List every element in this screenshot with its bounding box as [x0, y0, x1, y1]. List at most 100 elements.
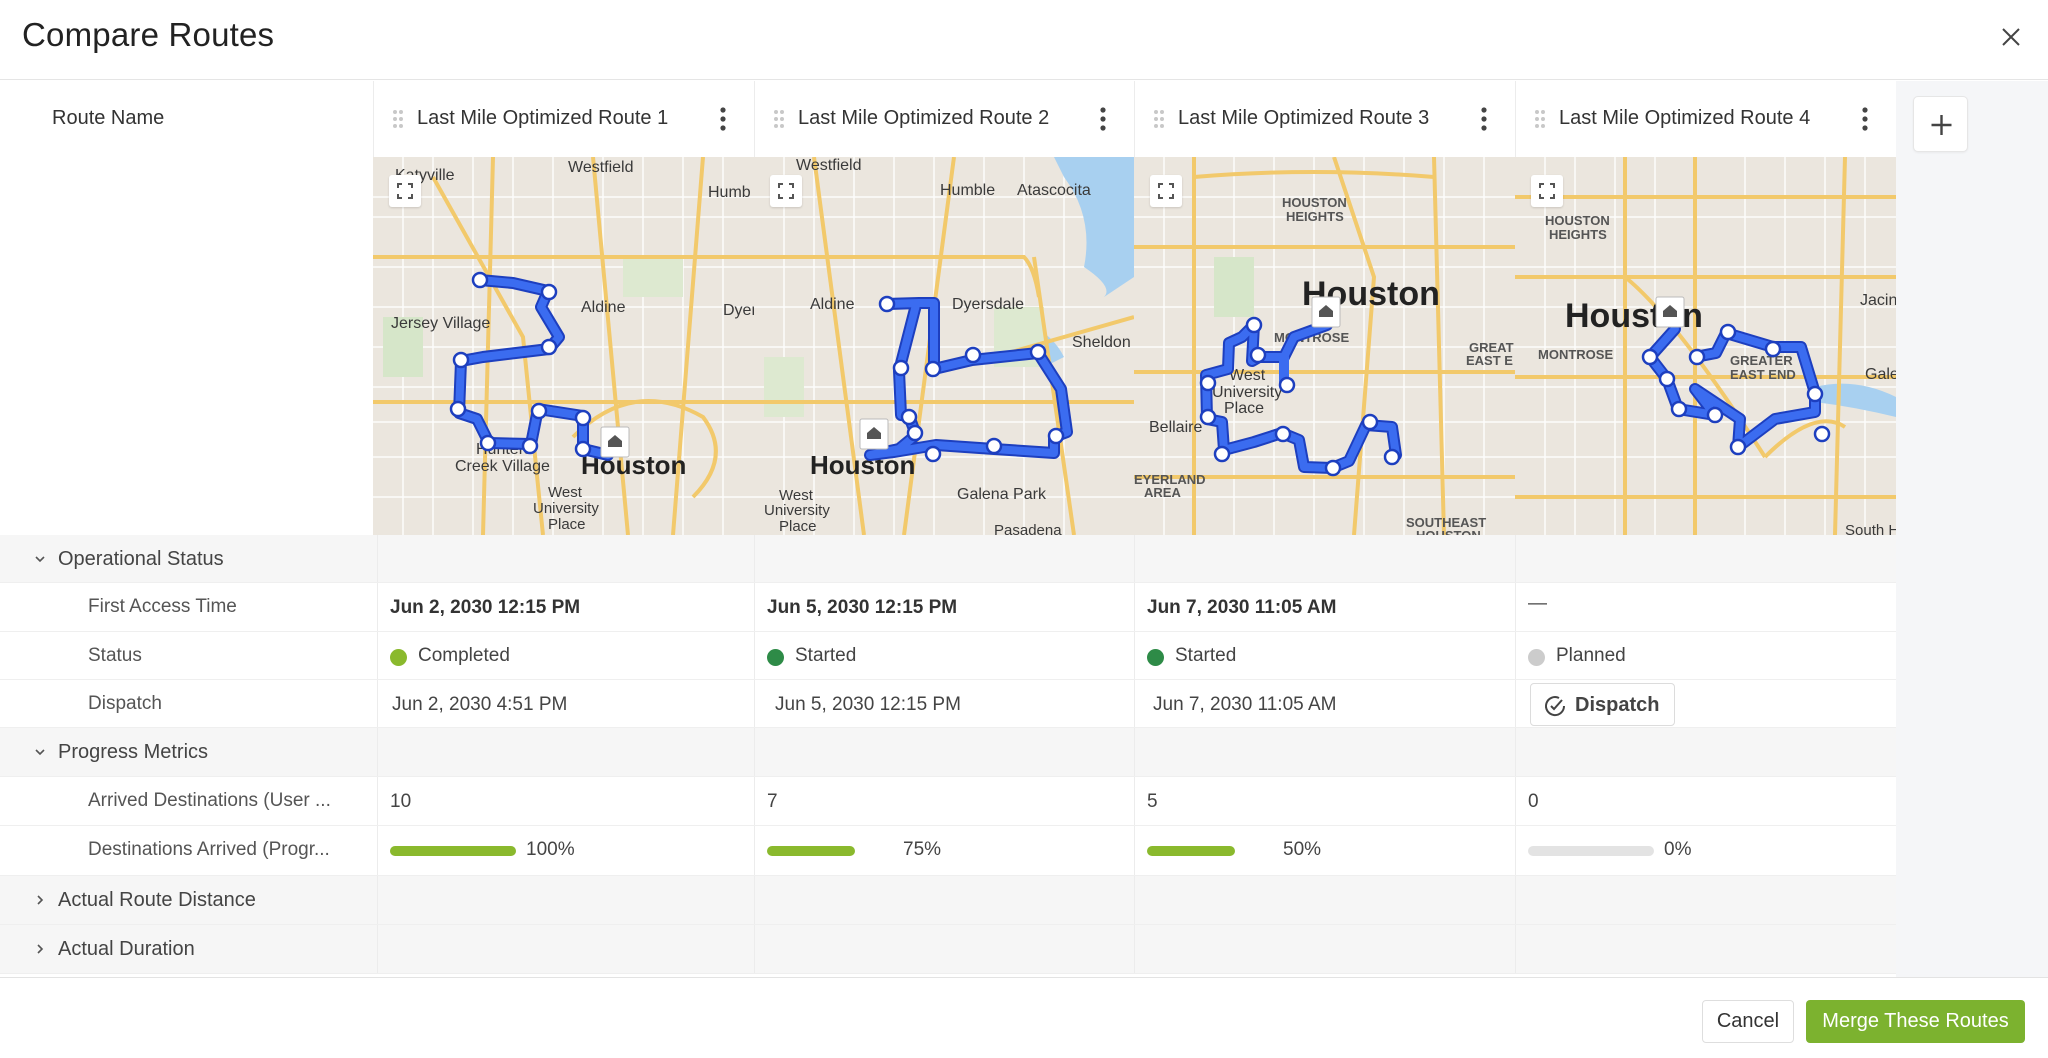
group-cell	[1515, 535, 1896, 582]
first-access-time: Jun 5, 2030 12:15 PM	[767, 597, 958, 618]
progress-bar	[767, 846, 893, 856]
group-row-operational-status[interactable]: Operational Status	[0, 535, 1896, 583]
group-label: Operational Status	[58, 548, 224, 570]
svg-text:GREAT: GREAT	[1469, 340, 1514, 355]
svg-text:Aldine: Aldine	[581, 299, 626, 316]
more-options-icon[interactable]	[1098, 105, 1108, 133]
group-cell	[377, 535, 754, 582]
table-row-status: Status Completed Started Started Planned	[0, 632, 1896, 680]
group-cell	[1515, 925, 1896, 973]
map-canvas: HOUSTON HEIGHTS Houston MONTROSE West Un…	[1134, 157, 1515, 535]
map-fullscreen-button[interactable]	[1531, 175, 1563, 207]
svg-text:HEIGHTS: HEIGHTS	[1549, 227, 1607, 242]
cancel-button[interactable]: Cancel	[1702, 1000, 1794, 1043]
map-fullscreen-button[interactable]	[1150, 175, 1182, 207]
svg-text:West: West	[1229, 367, 1266, 384]
add-route-column-button[interactable]	[1913, 96, 1968, 152]
chevron-right-icon[interactable]	[33, 893, 47, 907]
group-cell	[377, 876, 754, 924]
table-row-arrived-destinations: Arrived Destinations (User ... 10 7 5 0	[0, 777, 1896, 826]
cell: 0	[1515, 777, 1896, 825]
cell: 7	[754, 777, 1134, 825]
chevron-down-icon[interactable]	[33, 745, 47, 759]
svg-text:EAST E: EAST E	[1466, 353, 1513, 368]
more-options-icon[interactable]	[1479, 105, 1489, 133]
chevron-down-icon[interactable]	[33, 552, 47, 566]
route-map-1[interactable]: Katyville Westfield Humb Aldine Dyer Jer…	[373, 157, 754, 535]
cell: —	[1515, 583, 1896, 631]
group-cell	[1515, 876, 1896, 924]
route-map-4[interactable]: HOUSTON HEIGHTS Houston MONTROSE GREATER…	[1515, 157, 1896, 535]
svg-text:University: University	[1212, 384, 1282, 401]
status-text: Started	[795, 645, 857, 666]
group-label: Actual Route Distance	[58, 889, 256, 911]
map-fullscreen-button[interactable]	[770, 175, 802, 207]
svg-text:University: University	[533, 500, 599, 517]
map-row: Katyville Westfield Humb Aldine Dyer Jer…	[0, 157, 1896, 535]
depot-home-icon	[1655, 296, 1685, 328]
close-button[interactable]	[1996, 22, 2026, 52]
row-label: Destinations Arrived (Progr...	[88, 839, 330, 860]
dispatch-time: Jun 2, 2030 4:51 PM	[392, 694, 568, 715]
cell: 100%	[377, 826, 754, 875]
progress-bar	[1528, 846, 1654, 856]
drag-handle-icon[interactable]	[1534, 109, 1546, 129]
route-map-2[interactable]: Westfield Humble Atascocita Aldine Dyers…	[754, 157, 1134, 535]
group-row-actual-route-distance[interactable]: Actual Route Distance	[0, 876, 1896, 925]
status-text: Planned	[1556, 645, 1626, 666]
progress-bar	[1147, 846, 1273, 856]
table-row-dispatch: Dispatch Jun 2, 2030 4:51 PM Jun 5, 2030…	[0, 680, 1896, 728]
cell: Jun 2, 2030 4:51 PM	[377, 680, 754, 727]
cell: Started	[754, 632, 1134, 679]
group-cell	[754, 728, 1134, 776]
svg-text:Pasadena: Pasadena	[994, 522, 1062, 535]
group-cell	[1134, 876, 1515, 924]
group-row-progress-metrics[interactable]: Progress Metrics	[0, 728, 1896, 777]
svg-text:Humb: Humb	[708, 184, 751, 201]
check-circle-icon	[1545, 696, 1566, 717]
route-title: Last Mile Optimized Route 2	[798, 107, 1050, 129]
route-column-header-2[interactable]: Last Mile Optimized Route 2	[754, 81, 1134, 157]
dispatch-time: Jun 5, 2030 12:15 PM	[775, 694, 961, 715]
route-title: Last Mile Optimized Route 1	[417, 107, 669, 129]
route-column-header-1[interactable]: Last Mile Optimized Route 1	[373, 81, 754, 157]
drag-handle-icon[interactable]	[1153, 109, 1165, 129]
route-column-header-3[interactable]: Last Mile Optimized Route 3	[1134, 81, 1515, 157]
cell: 50%	[1134, 826, 1515, 875]
svg-text:South H: South H	[1845, 522, 1896, 535]
drag-handle-icon[interactable]	[392, 109, 404, 129]
more-options-icon[interactable]	[718, 105, 728, 133]
group-row-actual-duration[interactable]: Actual Duration	[0, 925, 1896, 974]
cell: Planned	[1515, 632, 1896, 679]
svg-text:Atascocita: Atascocita	[1017, 182, 1091, 199]
chevron-right-icon[interactable]	[33, 942, 47, 956]
svg-text:Place: Place	[779, 518, 817, 535]
route-map-3[interactable]: HOUSTON HEIGHTS Houston MONTROSE West Un…	[1134, 157, 1515, 535]
svg-text:Gale: Gale	[1865, 366, 1896, 383]
group-cell	[754, 535, 1134, 582]
depot-home-icon	[1311, 296, 1341, 328]
progress-fill	[390, 846, 516, 856]
fullscreen-icon	[778, 183, 794, 199]
svg-text:HOUSTON: HOUSTON	[1416, 528, 1481, 535]
first-access-time: Jun 7, 2030 11:05 AM	[1147, 597, 1337, 618]
row-label: Status	[88, 645, 142, 666]
svg-text:HOUSTON: HOUSTON	[1545, 213, 1610, 228]
svg-text:University: University	[764, 502, 830, 519]
arrived-count: 7	[767, 791, 778, 812]
svg-text:Aldine: Aldine	[810, 296, 855, 313]
drag-handle-icon[interactable]	[773, 109, 785, 129]
status-dot	[1528, 649, 1545, 666]
cell: 75%	[754, 826, 1134, 875]
route-title: Last Mile Optimized Route 4	[1559, 107, 1811, 129]
route-column-header-4[interactable]: Last Mile Optimized Route 4	[1515, 81, 1896, 157]
route-name-header: Route Name	[52, 107, 165, 129]
merge-routes-button[interactable]: Merge These Routes	[1806, 1000, 2025, 1043]
more-options-icon[interactable]	[1860, 105, 1870, 133]
svg-text:EAST END: EAST END	[1730, 367, 1796, 382]
svg-text:Jacin: Jacin	[1860, 292, 1896, 309]
progress-label: 50%	[1283, 839, 1322, 860]
group-cell	[377, 925, 754, 973]
dispatch-button[interactable]: Dispatch	[1530, 683, 1675, 726]
map-fullscreen-button[interactable]	[389, 175, 421, 207]
